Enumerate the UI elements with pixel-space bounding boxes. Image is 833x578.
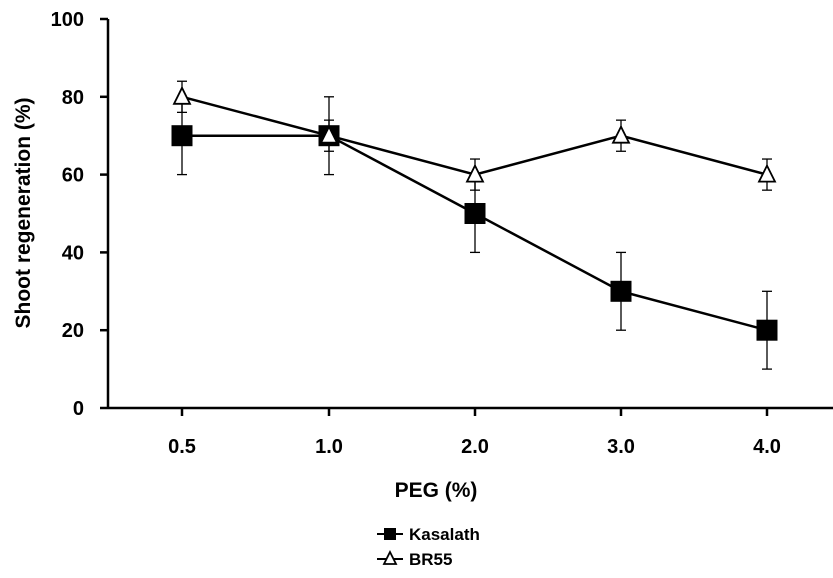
x-tick-label: 4.0 xyxy=(753,436,781,458)
data-point-kasalath xyxy=(171,125,193,147)
data-point-br55 xyxy=(757,163,777,183)
y-tick-label: 100 xyxy=(51,9,84,31)
x-tick-label: 0.5 xyxy=(168,436,196,458)
series-kasalath xyxy=(171,96,778,370)
data-point-kasalath xyxy=(464,203,486,224)
y-tick-label: 80 xyxy=(62,87,84,109)
series xyxy=(171,80,778,370)
data-point-br55 xyxy=(465,163,485,183)
legend-item-br55: BR55 xyxy=(377,549,452,569)
y-axis-title: Shoot regeneration (%) xyxy=(12,97,35,328)
x-axis-title: PEG (%) xyxy=(395,479,478,502)
y-ticks: 0 20 40 60 80 100 xyxy=(51,9,108,420)
data-point-br55 xyxy=(319,124,339,144)
legend-br55-marker xyxy=(382,549,398,565)
y-tick-label: 20 xyxy=(62,320,84,342)
data-point-br55 xyxy=(172,85,192,105)
legend: Kasalath BR55 xyxy=(377,525,480,569)
data-point-kasalath xyxy=(756,319,778,341)
legend-br55-label: BR55 xyxy=(409,550,452,569)
x-tick-label: 3.0 xyxy=(607,436,635,458)
data-point-br55 xyxy=(611,124,631,144)
y-tick-label: 0 xyxy=(73,398,84,420)
legend-kasalath-marker xyxy=(384,528,396,540)
series-br55 xyxy=(172,80,777,191)
y-tick-label: 40 xyxy=(62,242,84,264)
legend-item-kasalath: Kasalath xyxy=(377,525,480,544)
x-tick-label: 2.0 xyxy=(461,436,489,458)
y-tick-label: 60 xyxy=(62,165,84,187)
x-ticks: 0.5 1.0 2.0 3.0 4.0 xyxy=(168,408,781,458)
legend-kasalath-label: Kasalath xyxy=(409,525,480,544)
data-point-kasalath xyxy=(610,280,632,302)
x-tick-label: 1.0 xyxy=(315,436,343,458)
